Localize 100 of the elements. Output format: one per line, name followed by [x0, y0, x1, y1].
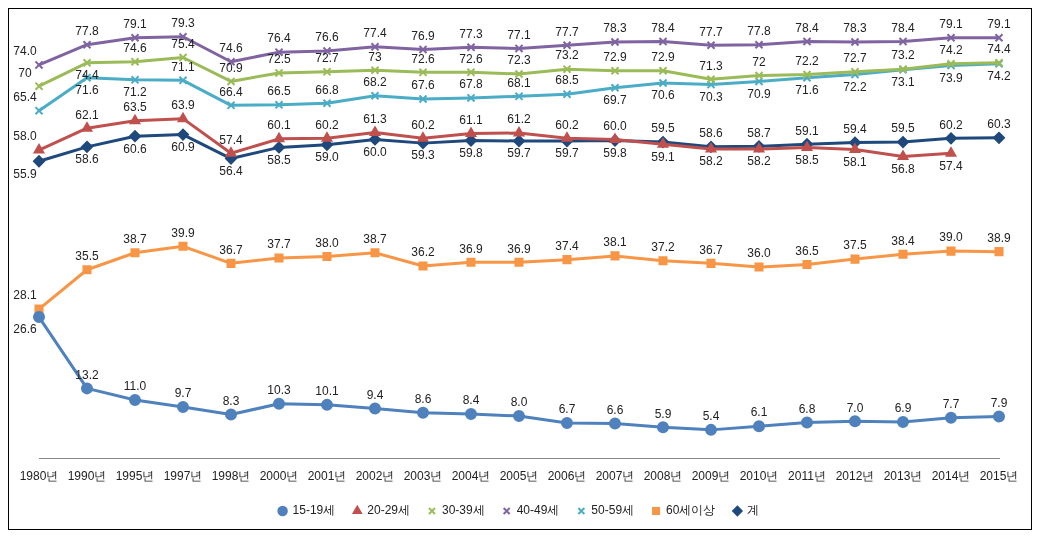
data-label: 73.2: [555, 48, 579, 63]
data-label: 56.8: [891, 161, 915, 176]
x-tick-label: 2000년: [259, 469, 299, 484]
data-label: 36.7: [219, 242, 243, 257]
legend-label: 30-39세: [441, 503, 485, 518]
data-label: 60.9: [171, 139, 195, 154]
data-label: 60.1: [267, 118, 291, 133]
data-label: 59.4: [843, 121, 867, 136]
data-label: 67.8: [459, 77, 483, 92]
legend-label: 15-19세: [292, 503, 336, 518]
x-tick-label: 2003년: [403, 469, 443, 484]
data-label: 60.2: [411, 117, 435, 132]
data-label: 72.3: [507, 53, 531, 68]
data-label: 35.5: [75, 249, 99, 264]
data-label: 38.7: [363, 232, 387, 247]
x-tick-label: 2002년: [355, 469, 395, 484]
x-tick-label: 2013년: [883, 469, 923, 484]
x-tick-label: 2014년: [931, 469, 971, 484]
x-tick-label: 1990년: [67, 469, 107, 484]
data-label: 60.6: [123, 141, 147, 156]
data-label: 60.2: [555, 117, 579, 132]
data-label: 68.1: [507, 75, 531, 90]
data-label: 5.9: [654, 406, 672, 421]
data-label: 74.2: [987, 69, 1011, 84]
x-tick-label: 2005년: [499, 469, 539, 484]
data-label: 72.2: [795, 53, 819, 68]
data-label: 7.9: [990, 395, 1008, 410]
data-label: 70.6: [651, 88, 675, 103]
data-label: 63.9: [171, 97, 195, 112]
data-label: 70.9: [219, 60, 243, 75]
data-label: 73.2: [891, 48, 915, 63]
data-label: 6.6: [606, 402, 624, 417]
data-label: 71.1: [171, 59, 195, 74]
data-label: 71.3: [699, 58, 723, 73]
data-label: 79.1: [123, 17, 147, 32]
data-label: 59.3: [411, 148, 435, 163]
data-label: 77.8: [747, 24, 771, 39]
x-tick-label: 1998년: [211, 469, 251, 484]
data-label: 38.7: [123, 232, 147, 247]
data-label: 63.5: [123, 100, 147, 115]
data-label: 59.1: [795, 123, 819, 138]
data-label: 79.1: [939, 17, 963, 32]
data-label: 60.3: [987, 117, 1011, 132]
data-label: 28.1: [13, 288, 37, 303]
data-label: 36.7: [699, 242, 723, 257]
data-label: 8.3: [222, 393, 240, 408]
legend-label: 20-29세: [367, 503, 410, 518]
data-label: 66.8: [315, 82, 339, 97]
data-label: 11.0: [123, 379, 147, 394]
data-label: 6.9: [894, 401, 912, 416]
data-label: 57.4: [219, 132, 243, 147]
data-label: 39.0: [939, 230, 963, 245]
data-label: 36.0: [747, 246, 771, 261]
data-label: 78.4: [891, 20, 915, 35]
data-label: 68.5: [555, 73, 579, 88]
data-label: 10.1: [315, 384, 339, 399]
data-label: 61.1: [459, 112, 483, 127]
data-label: 61.3: [363, 111, 387, 126]
data-label: 77.7: [555, 24, 579, 39]
data-label: 37.4: [555, 238, 579, 253]
data-label: 58.5: [795, 152, 819, 167]
x-tick-label: 2012년: [835, 469, 875, 484]
data-label: 8.0: [510, 395, 528, 410]
data-label: 73.1: [891, 75, 915, 90]
x-tick-label: 2011년: [788, 469, 826, 484]
x-tick-label: 2004년: [451, 469, 491, 484]
data-label: 38.0: [315, 235, 339, 250]
x-tick-label: 2010년: [739, 469, 779, 484]
data-label: 56.4: [219, 163, 243, 178]
data-label: 66.4: [219, 84, 243, 99]
data-label: 58.5: [267, 152, 291, 167]
data-label: 59.1: [651, 149, 675, 164]
data-label: 72.7: [315, 51, 339, 66]
data-label: 67.6: [411, 78, 435, 93]
data-label: 58.0: [13, 129, 37, 144]
data-label: 58.1: [843, 154, 867, 169]
legend-label: 40-49세: [516, 503, 560, 518]
data-label: 71.6: [75, 83, 99, 97]
data-label: 10.3: [267, 383, 291, 398]
data-label: 59.7: [507, 146, 531, 161]
data-label: 6.7: [558, 402, 576, 417]
data-label: 74.6: [123, 41, 147, 56]
data-label: 38.4: [891, 233, 915, 248]
data-label: 70.9: [747, 86, 771, 101]
data-label: 37.5: [843, 238, 867, 253]
data-label: 59.5: [651, 121, 675, 136]
x-tick-label: 2001년: [307, 469, 347, 484]
data-label: 58.7: [747, 125, 771, 140]
x-tick-label: 2015년: [979, 469, 1019, 484]
data-label: 70.3: [699, 89, 723, 104]
data-label: 79.3: [171, 16, 195, 31]
data-label: 8.6: [414, 392, 432, 407]
data-label: 60.0: [603, 118, 627, 133]
data-label: 75.4: [171, 36, 195, 51]
legend-label: 계: [747, 503, 760, 518]
x-tick-label: 1980년: [19, 469, 59, 484]
data-label: 59.0: [315, 150, 339, 165]
data-label: 66.5: [267, 84, 291, 99]
data-label: 6.1: [750, 405, 768, 420]
data-label: 59.8: [603, 145, 627, 160]
